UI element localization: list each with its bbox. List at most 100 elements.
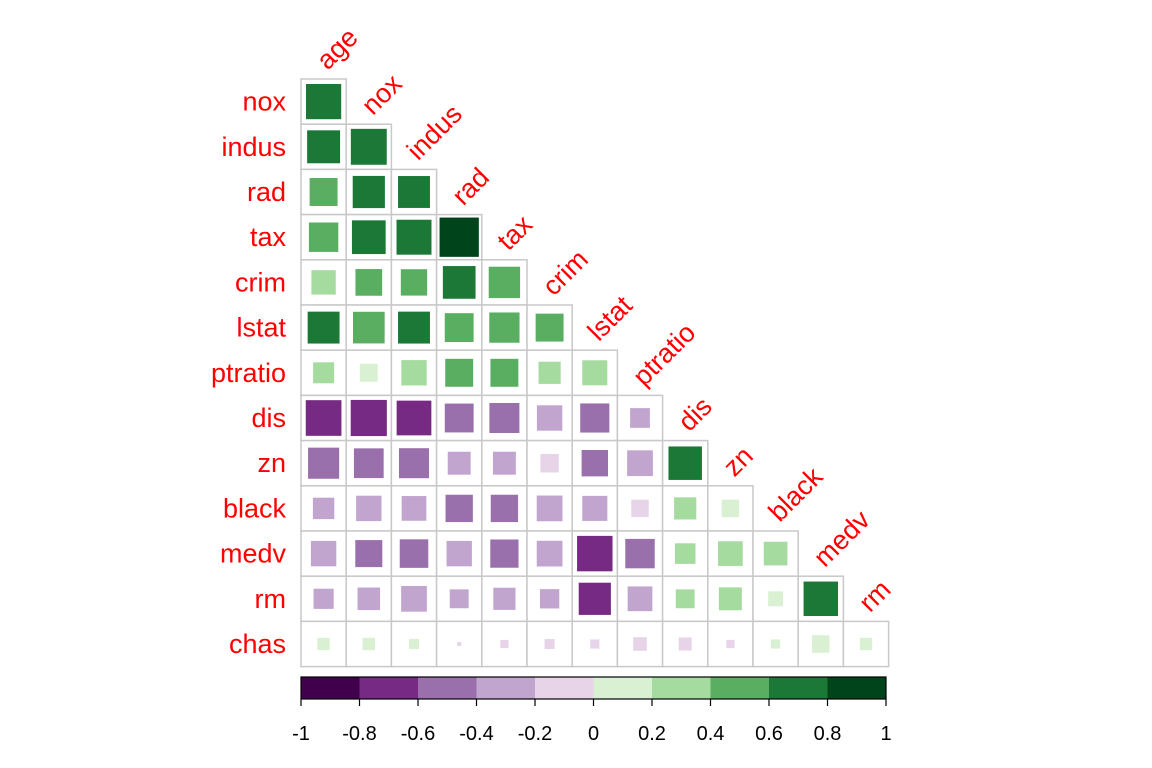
row-label-zn: zn: [257, 448, 286, 478]
colorbar-tick-label: -1: [292, 723, 310, 745]
corr-square-medv-crim: [536, 540, 563, 567]
corr-square-chas-rm: [859, 637, 873, 651]
corr-square-chas-age: [317, 637, 330, 651]
corr-square-ptratio-rad: [445, 358, 474, 387]
corr-square-black-nox: [356, 495, 382, 522]
corr-square-crim-indus: [400, 269, 428, 296]
corr-square-tax-rad: [439, 217, 479, 257]
corr-square-zn-lstat: [581, 450, 608, 477]
colorbar-tick-label: -0.6: [401, 723, 435, 745]
corr-square-dis-tax: [489, 403, 520, 433]
corr-square-chas-ptratio: [633, 637, 647, 651]
corr-square-lstat-crim: [535, 313, 564, 342]
corr-square-rm-crim: [539, 589, 560, 609]
corr-square-lstat-nox: [352, 311, 385, 344]
row-label-dis: dis: [251, 403, 286, 433]
colorbar-tick-label: -0.2: [518, 723, 552, 745]
corr-square-chas-medv: [812, 635, 830, 653]
corr-square-rm-dis: [675, 589, 695, 609]
corr-square-dis-lstat: [580, 403, 610, 433]
corr-square-rad-nox: [352, 175, 385, 209]
corr-square-ptratio-nox: [359, 363, 378, 382]
corr-square-chas-rad: [457, 641, 462, 647]
corr-square-ptratio-crim: [538, 361, 561, 384]
corr-square-medv-rad: [446, 540, 472, 567]
colorbar-bin: [359, 677, 418, 699]
corr-square-crim-nox: [355, 269, 383, 296]
corr-square-black-tax: [490, 494, 519, 523]
corr-square-zn-indus: [399, 448, 429, 479]
corr-square-dis-age: [305, 400, 342, 436]
row-label-nox: nox: [242, 87, 286, 117]
corr-square-ptratio-indus: [401, 360, 427, 386]
row-labels: nox indus rad tax crim lstat ptratio dis zn black…: [211, 87, 287, 659]
corr-square-rm-tax: [493, 587, 516, 610]
corr-square-medv-dis: [674, 543, 696, 564]
corr-square-zn-tax: [492, 451, 516, 475]
row-label-tax: tax: [250, 222, 287, 252]
corr-square-ptratio-age: [313, 362, 335, 384]
corr-square-medv-nox: [355, 540, 383, 568]
colorbar-tick-label: 0: [588, 723, 599, 745]
corr-square-chas-zn: [726, 639, 735, 649]
corr-square-tax-age: [308, 222, 339, 252]
corr-square-dis-indus: [396, 400, 432, 436]
corr-square-tax-indus: [396, 219, 432, 255]
corr-square-medv-black: [763, 541, 788, 566]
corr-square-chas-dis: [678, 637, 692, 651]
colorbar-tick-label: -0.4: [459, 723, 493, 745]
colorbar-tick-label: 0.4: [697, 723, 725, 745]
col-label-crim: crim: [537, 244, 594, 301]
corr-square-dis-nox: [350, 399, 387, 437]
corr-square-dis-ptratio: [630, 408, 650, 428]
corr-square-ptratio-tax: [490, 358, 519, 387]
corr-square-zn-nox: [353, 448, 384, 479]
colorbar-bin: [301, 677, 360, 699]
colorbar-tick-label: 0.8: [814, 723, 842, 745]
corr-square-rm-lstat: [578, 582, 611, 615]
corr-square-black-lstat: [582, 495, 608, 521]
corr-square-black-crim: [536, 495, 563, 522]
corr-square-lstat-tax: [489, 312, 520, 343]
colorbar-bin: [827, 677, 886, 699]
colorbar-bin: [652, 677, 711, 699]
corr-square-ptratio-lstat: [582, 360, 608, 386]
corr-square-crim-age: [311, 270, 336, 295]
row-label-ptratio: ptratio: [211, 358, 286, 388]
corr-square-rm-medv: [803, 581, 839, 617]
cell-grid: [300, 78, 890, 668]
corr-square-dis-rad: [444, 403, 474, 433]
corr-square-zn-dis: [668, 446, 702, 480]
corr-square-medv-lstat: [577, 535, 613, 572]
corr-square-rm-indus: [401, 585, 427, 612]
corr-square-black-age: [312, 497, 335, 520]
row-label-chas: chas: [229, 629, 286, 659]
corr-square-black-zn: [721, 499, 740, 518]
colorbar-tick-label: 0.2: [638, 723, 666, 745]
corr-square-tax-nox: [351, 220, 386, 255]
corr-square-rm-black: [768, 591, 784, 607]
row-label-rm: rm: [255, 584, 286, 614]
corr-square-black-rad: [445, 494, 473, 523]
corr-square-crim-rad: [442, 266, 476, 299]
corr-square-medv-age: [310, 540, 337, 567]
corr-square-lstat-indus: [398, 311, 430, 344]
corr-square-chas-crim: [544, 638, 555, 650]
corr-square-chas-black: [770, 639, 781, 649]
corr-square-indus-nox: [350, 128, 387, 165]
corr-square-zn-rad: [447, 451, 471, 475]
col-label-zn: zn: [717, 441, 758, 482]
corr-square-rm-ptratio: [627, 586, 653, 612]
colorbar-bin: [418, 677, 477, 699]
colorbar-bin: [535, 677, 594, 699]
colorbar-tick-label: 0.6: [755, 723, 783, 745]
corr-square-black-ptratio: [631, 499, 649, 518]
col-label-medv: medv: [808, 504, 876, 572]
corr-square-zn-crim: [540, 453, 559, 473]
corr-square-rm-age: [313, 588, 334, 609]
col-label-dis: dis: [672, 391, 718, 437]
corr-square-rad-age: [309, 178, 338, 206]
corr-square-chas-nox: [362, 637, 375, 651]
corr-square-chas-indus: [408, 638, 420, 650]
colorbar-tick-label: -0.8: [342, 723, 376, 745]
